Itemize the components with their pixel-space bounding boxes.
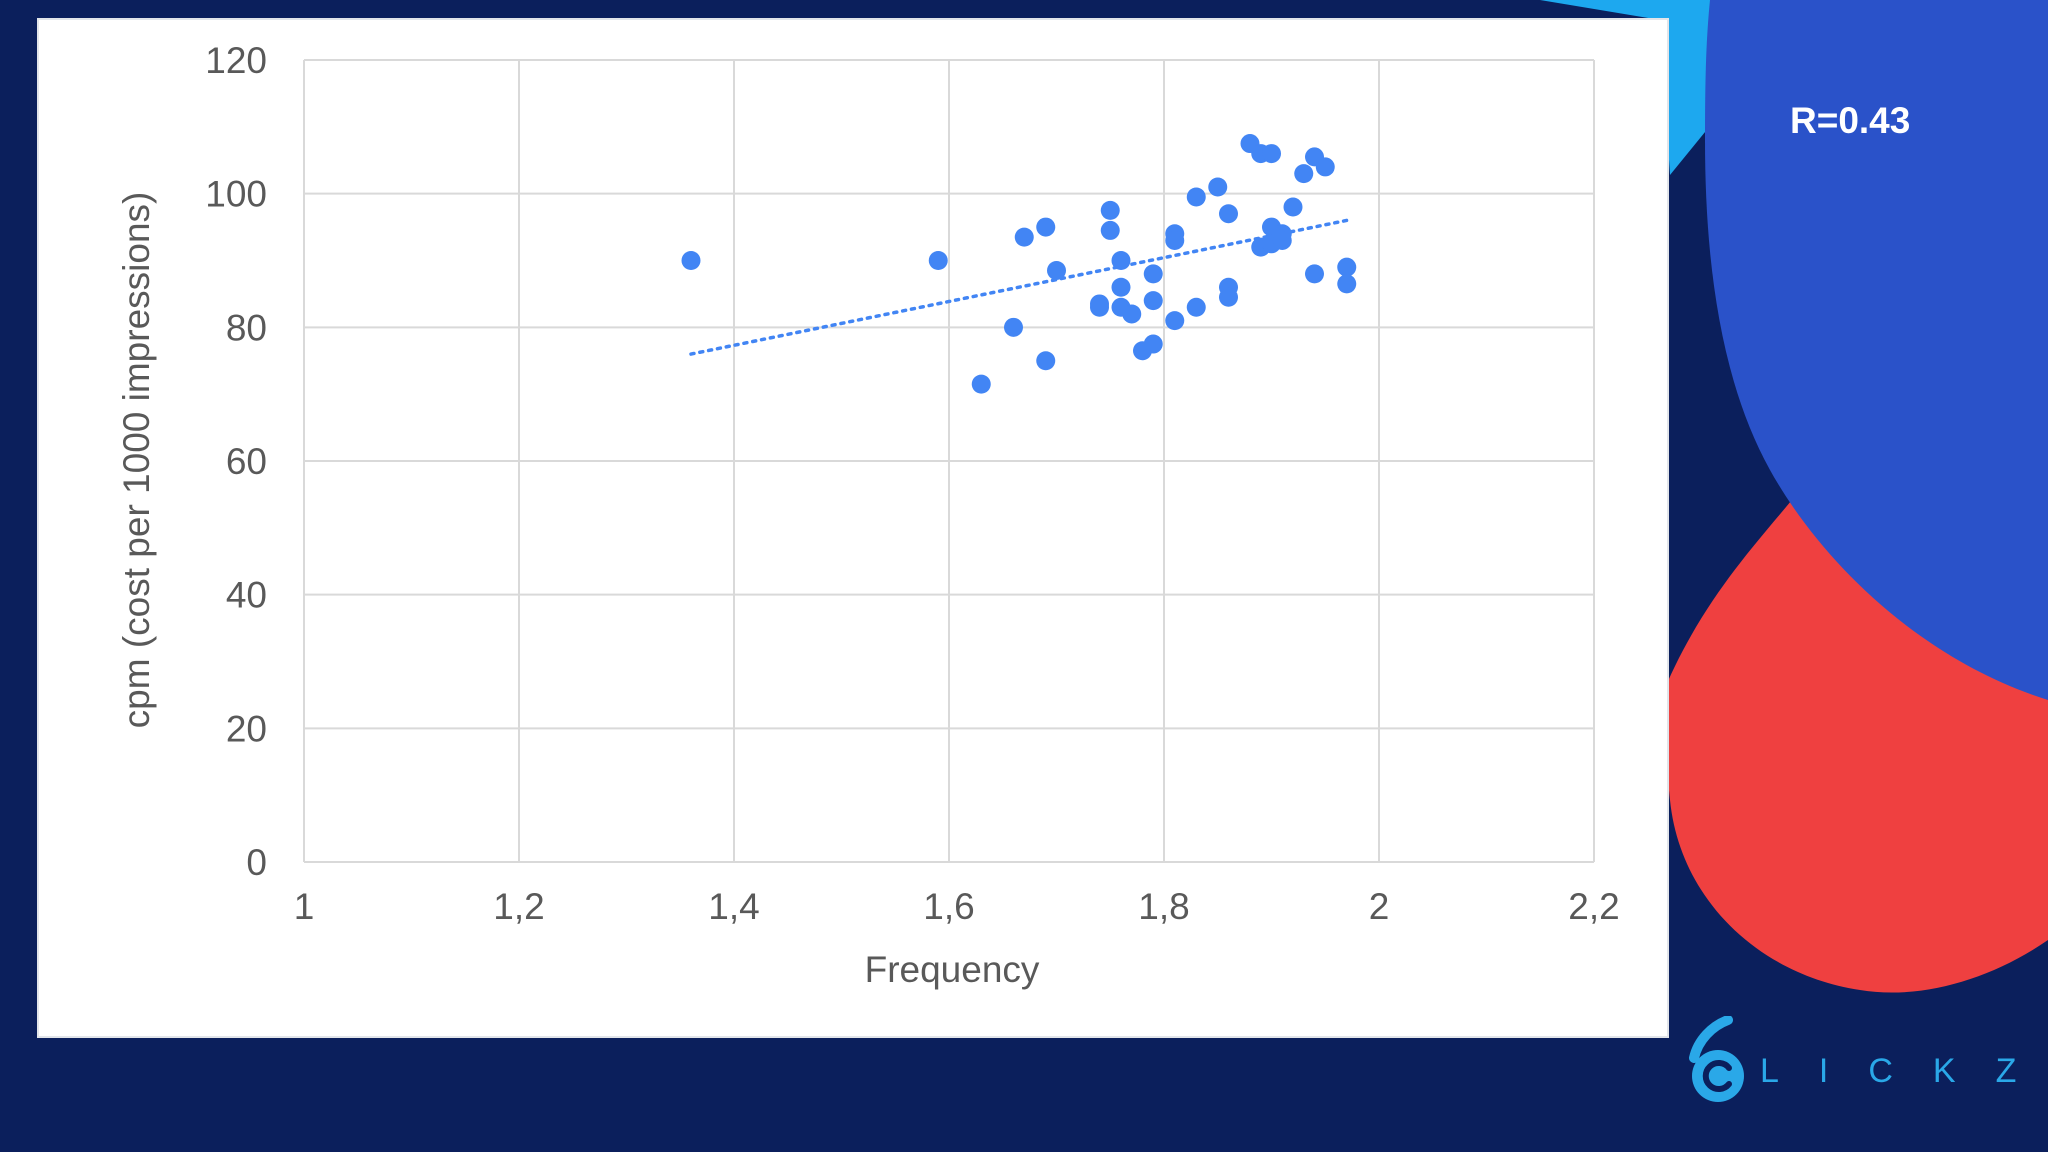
- data-point: [1186, 297, 1206, 317]
- data-point: [1143, 334, 1163, 354]
- x-tick-label: 2: [1369, 886, 1390, 927]
- data-point: [1090, 297, 1109, 317]
- y-tick-label: 20: [226, 708, 267, 749]
- data-point: [928, 251, 948, 270]
- data-point: [1186, 187, 1206, 207]
- grid-lines: [303, 59, 1595, 863]
- correlation-label: R=0.43: [1790, 100, 1911, 141]
- y-tick-label: 40: [226, 575, 267, 616]
- x-tick-label: 1,8: [1138, 886, 1189, 927]
- data-point: [1100, 200, 1120, 220]
- data-point: [1111, 277, 1131, 297]
- data-points: [681, 134, 1357, 394]
- data-point: [1004, 317, 1023, 337]
- data-point: [1122, 304, 1142, 324]
- data-point: [1036, 351, 1056, 371]
- data-point: [681, 251, 701, 270]
- x-tick-label: 2,2: [1568, 886, 1619, 927]
- scatter-chart: 1 1,2 1,4 1,6 1,8 2 2,2 0 20 40 60 80 100 120 Freque…: [116, 40, 1620, 990]
- data-point: [1047, 261, 1066, 281]
- data-point: [1143, 264, 1163, 284]
- data-point: [1014, 227, 1034, 247]
- x-tick-label: 1: [294, 886, 315, 927]
- data-point: [971, 374, 991, 394]
- x-tick-label: 1,4: [708, 886, 759, 927]
- data-point: [1219, 204, 1238, 224]
- logo-text: LICKZ: [1760, 1052, 2048, 1090]
- data-point: [1315, 157, 1335, 177]
- x-tick-label: 1,2: [493, 886, 544, 927]
- trendline: [689, 218, 1349, 356]
- y-tick-label: 60: [226, 441, 267, 482]
- data-point: [1100, 220, 1120, 240]
- data-point: [1337, 274, 1357, 294]
- chart-panel: 1 1,2 1,4 1,6 1,8 2 2,2 0 20 40 60 80 100 120 Freque…: [37, 18, 1669, 1038]
- data-point: [1165, 230, 1185, 250]
- data-point: [1283, 197, 1303, 217]
- data-point: [1143, 291, 1163, 311]
- data-point: [1036, 217, 1056, 237]
- data-point: [1337, 257, 1357, 277]
- blue-blob: [1705, 0, 2048, 700]
- y-tick-labels: 0 20 40 60 80 100 120: [205, 40, 267, 883]
- data-point: [1165, 311, 1185, 331]
- data-point: [1111, 251, 1131, 270]
- y-tick-label: 100: [205, 174, 267, 215]
- data-point: [1262, 144, 1281, 164]
- y-tick-label: 120: [205, 40, 267, 81]
- data-point: [1272, 230, 1292, 250]
- data-point: [1305, 264, 1324, 284]
- x-tick-label: 1,6: [923, 886, 974, 927]
- y-tick-label: 0: [246, 842, 267, 883]
- y-axis-label: cpm (cost per 1000 impressions): [116, 192, 157, 729]
- x-tick-labels: 1 1,2 1,4 1,6 1,8 2 2,2: [294, 886, 1620, 927]
- data-point: [1219, 287, 1238, 307]
- data-point: [1294, 164, 1314, 184]
- clickz-logo-icon: [1689, 1016, 1744, 1102]
- x-axis-label: Frequency: [865, 949, 1040, 990]
- y-tick-label: 80: [226, 307, 267, 348]
- data-point: [1208, 177, 1228, 197]
